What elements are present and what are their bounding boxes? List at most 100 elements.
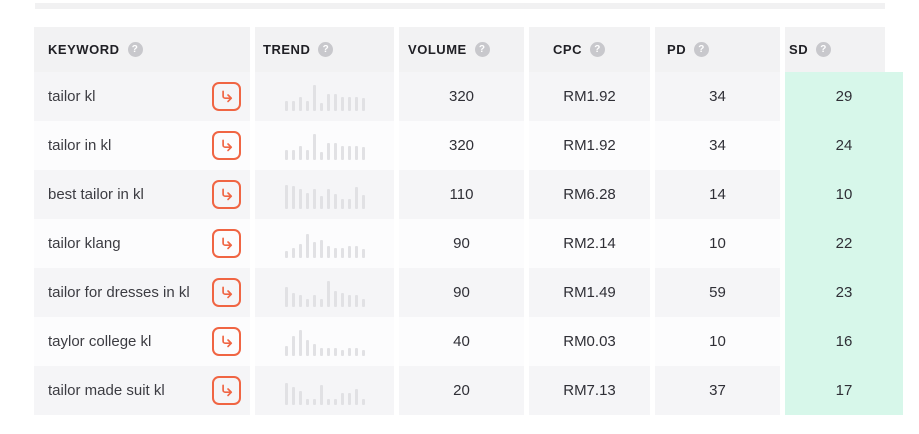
trend-bar [347,245,351,258]
table-row: taylor college kl 40 RM0.03 10 16 [34,317,903,366]
column-label-volume: VOLUME [408,42,467,57]
open-keyword-button[interactable] [212,82,241,111]
trend-bar [354,186,358,209]
trend-bar [319,347,323,356]
help-icon[interactable]: ? [318,42,334,57]
column-header-sd: SD ? [780,27,885,72]
keyword-cell: tailor kl [34,72,250,121]
trend-cell [250,121,394,170]
keyword-cell: tailor in kl [34,121,250,170]
column-label-trend: TREND [263,42,311,57]
trend-sparkline [284,328,365,356]
open-keyword-button[interactable] [212,131,241,160]
pd-cell: 59 [650,268,780,317]
arrow-hook-right-icon [222,335,233,348]
volume-cell: 90 [394,219,524,268]
trend-bar [333,398,337,405]
trend-bar [305,398,309,405]
trend-bar [298,145,302,160]
cpc-cell: RM7.13 [524,366,650,415]
open-keyword-button[interactable] [212,327,241,356]
trend-bar [354,294,358,307]
trend-bar [354,96,358,111]
table-header: KEYWORD ? TREND ? VOLUME ? CPC ? PD ? SD… [34,27,903,72]
trend-cell [250,219,394,268]
open-keyword-button[interactable] [212,180,241,209]
arrow-hook-right-icon [222,188,233,201]
trend-bar [347,347,351,356]
cpc-cell: RM1.92 [524,121,650,170]
open-keyword-button[interactable] [212,278,241,307]
trend-bar [312,84,316,111]
keyword-cell: tailor for dresses in kl [34,268,250,317]
trend-bar [340,247,344,258]
arrow-hook-right-icon [222,286,233,299]
trend-bar [326,93,330,111]
trend-bar [298,329,302,356]
trend-bar [340,198,344,209]
trend-bar [291,292,295,307]
help-icon[interactable]: ? [474,42,490,57]
trend-sparkline [284,230,365,258]
trend-bar [340,392,344,405]
trend-bar [312,133,316,160]
trend-bar [298,243,302,258]
keyword-label: tailor in kl [48,137,112,154]
trend-bar [284,149,288,160]
trend-sparkline [284,181,365,209]
trend-bar [333,290,337,307]
help-icon[interactable]: ? [590,42,606,57]
trend-bar [361,248,365,258]
volume-cell: 40 [394,317,524,366]
sd-cell: 10 [780,170,903,219]
sd-cell: 24 [780,121,903,170]
trend-bar [333,193,337,209]
sd-cell: 23 [780,268,903,317]
trend-bar [347,145,351,160]
pd-cell: 10 [650,219,780,268]
cpc-cell: RM1.49 [524,268,650,317]
pd-cell: 14 [650,170,780,219]
trend-bar [326,245,330,258]
trend-sparkline [284,279,365,307]
trend-bar [298,188,302,209]
trend-bar [326,398,330,405]
help-icon[interactable]: ? [127,42,143,57]
trend-bar [305,298,309,307]
column-header-pd: PD ? [650,27,780,72]
table-row: tailor made suit kl 20 RM7.13 37 17 [34,366,903,415]
trend-bar [354,347,358,356]
arrow-hook-right-icon [222,90,233,103]
cpc-cell: RM2.14 [524,219,650,268]
cpc-cell: RM1.92 [524,72,650,121]
column-label-keyword: KEYWORD [48,42,120,57]
open-keyword-button[interactable] [212,376,241,405]
trend-bar [333,142,337,160]
open-keyword-button[interactable] [212,229,241,258]
pd-cell: 10 [650,317,780,366]
volume-cell: 110 [394,170,524,219]
trend-bar [291,247,295,258]
cpc-cell: RM0.03 [524,317,650,366]
column-header-keyword: KEYWORD ? [34,27,250,72]
trend-bar [326,188,330,209]
trend-bar [284,100,288,111]
keyword-label: tailor for dresses in kl [48,284,190,301]
help-icon[interactable]: ? [694,42,710,57]
keyword-label: tailor made suit kl [48,382,165,399]
trend-bar [291,386,295,405]
trend-bar [305,149,309,160]
help-icon[interactable]: ? [816,42,832,57]
volume-cell: 320 [394,121,524,170]
trend-bar [319,195,323,209]
trend-bar [305,100,309,111]
trend-bar [312,241,316,258]
trend-bar [312,398,316,405]
trend-bar [340,349,344,356]
table-body: tailor kl 320 RM1.92 34 29 tailor in kl [34,72,903,415]
trend-bar [298,390,302,405]
trend-bar [347,198,351,209]
keyword-label: tailor klang [48,235,121,252]
column-label-sd: SD [789,42,809,57]
pd-cell: 34 [650,72,780,121]
